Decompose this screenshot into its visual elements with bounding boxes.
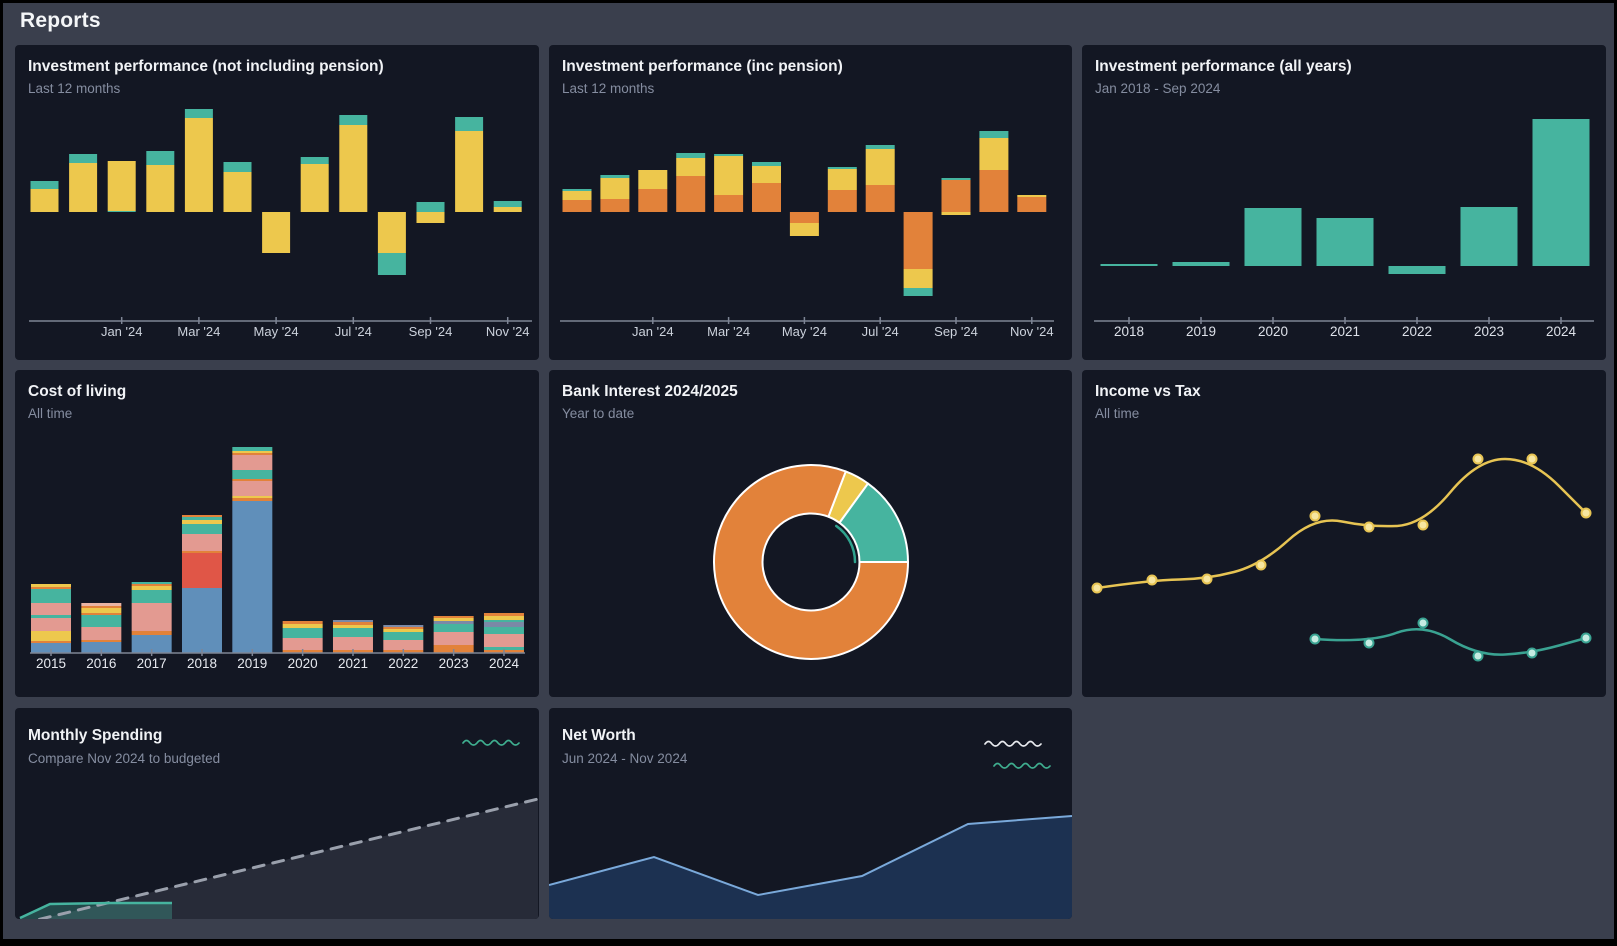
panel-monthly-spending[interactable]: Monthly Spending Compare Nov 2024 to bud… <box>15 708 539 919</box>
panel-subtitle: Year to date <box>562 406 635 421</box>
panel-subtitle: All time <box>28 406 73 421</box>
svg-text:Sep '24: Sep '24 <box>934 324 978 339</box>
panel-investment-all-years[interactable]: 2018 2019 2020 2021 2022 2023 2024 Investment … <box>1082 45 1606 360</box>
svg-text:2022: 2022 <box>1402 324 1432 339</box>
panel-net-worth[interactable]: Net Worth Jun 2024 - Nov 2024 <box>549 708 1072 919</box>
svg-text:2015: 2015 <box>36 656 66 671</box>
panel-subtitle: Last 12 months <box>28 81 121 96</box>
svg-text:Mar '24: Mar '24 <box>707 324 750 339</box>
panel-subtitle: Last 12 months <box>562 81 655 96</box>
sparkline-icon <box>993 762 1051 769</box>
svg-text:Sep '24: Sep '24 <box>409 324 453 339</box>
panel-subtitle: All time <box>1095 406 1140 421</box>
svg-text:2021: 2021 <box>338 656 368 671</box>
investment-inc-pension-chart: Jan '24 Mar '24 May '24 Jul '24 Sep '24 Nov '… <box>560 131 1054 339</box>
svg-text:2022: 2022 <box>388 656 418 671</box>
svg-text:Jul '24: Jul '24 <box>862 324 899 339</box>
panel-title: Income vs Tax <box>1095 383 1201 400</box>
svg-text:2018: 2018 <box>1114 324 1144 339</box>
monthly-spending-chart <box>19 797 539 919</box>
panel-title: Investment performance (inc pension) <box>562 58 843 75</box>
svg-text:2019: 2019 <box>1186 324 1216 339</box>
svg-text:2024: 2024 <box>1546 324 1577 339</box>
net-worth-chart <box>549 815 1072 919</box>
panel-subtitle: Jan 2018 - Sep 2024 <box>1095 81 1221 96</box>
svg-text:Mar '24: Mar '24 <box>177 324 220 339</box>
panel-investment-ex-pension[interactable]: Jan '24 Mar '24 May '24 Jul '24 Sep '24 Nov '… <box>15 45 539 360</box>
svg-text:2023: 2023 <box>1474 324 1504 339</box>
sparkline-icon <box>462 739 520 746</box>
investment-all-years-chart: 2018 2019 2020 2021 2022 2023 2024 <box>1094 119 1594 339</box>
panel-title: Net Worth <box>562 727 636 744</box>
svg-text:2018: 2018 <box>187 656 217 671</box>
panel-title: Cost of living <box>28 383 127 400</box>
svg-text:2019: 2019 <box>237 656 267 671</box>
investment-ex-pension-chart: Jan '24 Mar '24 May '24 Jul '24 Sep '24 Nov '… <box>29 109 532 339</box>
svg-text:Jan '24: Jan '24 <box>632 324 674 339</box>
income-vs-tax-chart <box>1091 453 1592 662</box>
svg-text:Nov '24: Nov '24 <box>1010 324 1054 339</box>
svg-text:2023: 2023 <box>439 656 469 671</box>
panel-title: Investment performance (all years) <box>1095 58 1352 75</box>
svg-text:Jan '24: Jan '24 <box>101 324 143 339</box>
panel-subtitle: Compare Nov 2024 to budgeted <box>28 751 221 766</box>
panel-income-vs-tax[interactable]: Income vs Tax All time <box>1082 370 1606 697</box>
bank-interest-donut-chart <box>713 464 909 660</box>
panel-bank-interest[interactable]: Bank Interest 2024/2025 Year to date <box>549 370 1072 697</box>
svg-text:2016: 2016 <box>86 656 116 671</box>
sparkline-icon <box>984 740 1042 747</box>
panel-investment-inc-pension[interactable]: Jan '24 Mar '24 May '24 Jul '24 Sep '24 Nov '… <box>549 45 1072 360</box>
svg-text:2017: 2017 <box>137 656 167 671</box>
svg-text:May '24: May '24 <box>254 324 299 339</box>
svg-text:2020: 2020 <box>288 656 318 671</box>
svg-text:2020: 2020 <box>1258 324 1288 339</box>
panel-title: Investment performance (not including pe… <box>28 58 384 75</box>
panel-subtitle: Jun 2024 - Nov 2024 <box>562 751 688 766</box>
svg-text:2021: 2021 <box>1330 324 1360 339</box>
panel-title: Bank Interest 2024/2025 <box>562 383 738 400</box>
page-title: Reports <box>20 9 101 32</box>
cost-of-living-chart: 2015 2016 2017 2018 2019 2020 2021 2022 2023 2024 <box>30 447 525 671</box>
panel-title: Monthly Spending <box>28 727 163 744</box>
panel-cost-of-living[interactable]: 2015 2016 2017 2018 2019 2020 2021 2022 2023 2024… <box>15 370 539 697</box>
svg-text:Nov '24: Nov '24 <box>486 324 530 339</box>
svg-text:Jul '24: Jul '24 <box>335 324 372 339</box>
svg-text:2024: 2024 <box>489 656 520 671</box>
svg-text:May '24: May '24 <box>782 324 827 339</box>
